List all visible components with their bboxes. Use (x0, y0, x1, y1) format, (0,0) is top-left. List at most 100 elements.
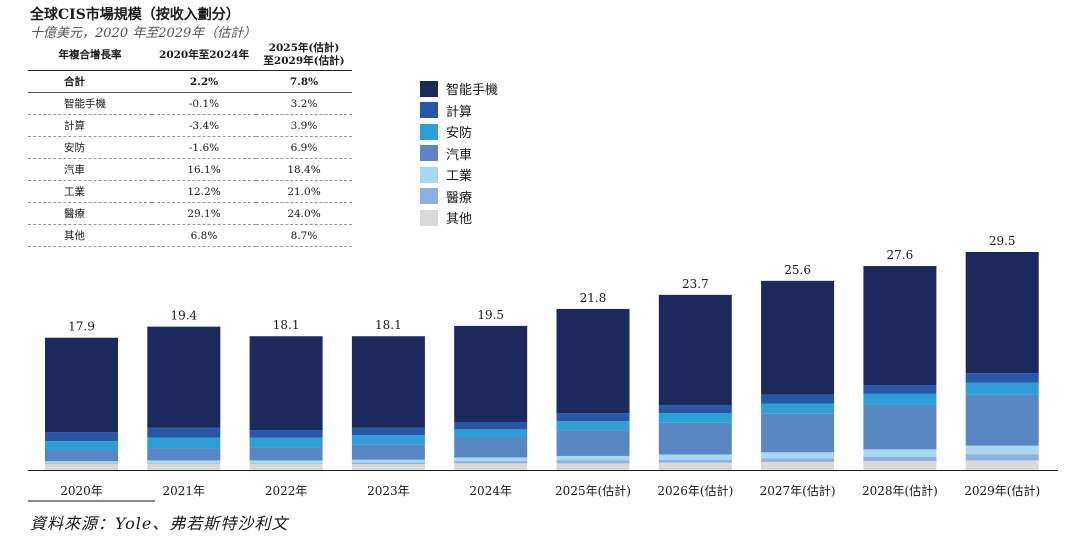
bar-segment-computing (761, 394, 835, 404)
cagr-row: 安防 -1.6% 6.9% (28, 136, 352, 159)
cagr-segment: 安防 (28, 136, 152, 159)
bar-segment-automotive (863, 404, 937, 450)
legend-label: 工業 (446, 169, 473, 185)
legend-label: 安防 (446, 126, 473, 142)
bar-segment-industrial (863, 449, 937, 457)
bar-segment-automotive (454, 437, 528, 458)
cagr-p1: 2.2% (152, 70, 256, 93)
bar-segment-medical (454, 461, 528, 464)
bar-segment-industrial (454, 457, 528, 462)
cagr-p1: -0.1% (152, 92, 256, 115)
legend-label: 計算 (446, 104, 473, 120)
bar-segment-other (556, 463, 630, 470)
bar-segment-smartphone (556, 308, 630, 414)
bar-segment-industrial (45, 461, 118, 464)
bar-total-label: 21.8 (580, 291, 607, 305)
x-tick-label: 2022年 (265, 484, 308, 498)
bar-segment-computing (965, 373, 1039, 383)
bar-segment-industrial (249, 460, 323, 464)
bar-segment-smartphone (761, 280, 835, 395)
cagr-row: 計算 -3.4% 3.9% (28, 114, 352, 137)
legend-label: 智能手機 (446, 83, 499, 99)
legend-item-medical: 醫療 (420, 186, 498, 208)
bar-segment-other (147, 464, 221, 470)
bar-segment-medical (45, 463, 118, 465)
x-tick-label: 2020年 (60, 484, 103, 498)
cagr-p1: -1.6% (152, 136, 256, 159)
cagr-p1: 6.8% (152, 224, 256, 247)
bar-segment-industrial (761, 452, 835, 459)
bar-total-label: 19.4 (170, 309, 197, 323)
x-tick-label: 2026年(估計) (657, 483, 733, 498)
bar-segment-security (45, 441, 118, 451)
bar-segment-security (863, 393, 937, 405)
bar-segment-computing (556, 413, 630, 422)
bar-segment-industrial (556, 455, 630, 461)
cagr-p2: 6.9% (256, 136, 352, 159)
bar-segment-medical (351, 462, 425, 465)
bar-segment-other (658, 462, 732, 470)
cagr-segment: 工業 (28, 180, 152, 203)
cagr-segment: 汽車 (28, 158, 152, 181)
bar-segment-automotive (761, 413, 835, 453)
bar-segment-smartphone (147, 326, 221, 428)
cagr-p2: 8.7% (256, 224, 352, 247)
bar-segment-computing (863, 385, 937, 394)
bar-segment-computing (249, 430, 323, 438)
bar-segment-other (454, 463, 528, 470)
cagr-table: 年複合增長率 2020年至2024年 2025年(估計) 至2029年(估計) … (28, 40, 352, 247)
x-tick-label: 2024年 (469, 484, 512, 498)
bar-segment-smartphone (45, 337, 118, 433)
cagr-p1: 16.1% (152, 158, 256, 181)
cagr-p1: 29.1% (152, 202, 256, 225)
cagr-header-period1: 2020年至2024年 (152, 40, 256, 71)
source-note: 資料來源：Yole、弗若斯特沙利文 (30, 514, 289, 533)
legend-item-security: 安防 (420, 121, 498, 143)
bar-segment-computing (351, 427, 425, 436)
bar-segment-other (863, 461, 937, 470)
legend-item-computing: 計算 (420, 100, 498, 122)
legend-label: 汽車 (446, 147, 473, 163)
chart-subtitle: 十億美元，2020 年至2029年（估計） (30, 26, 257, 41)
bar-segment-smartphone (965, 252, 1039, 374)
bar-segment-industrial (351, 459, 425, 463)
cagr-segment: 醫療 (28, 202, 152, 225)
bar-segment-medical (556, 460, 630, 464)
cagr-p2: 21.0% (256, 180, 352, 203)
cagr-segment: 智能手機 (28, 92, 152, 115)
bar-segment-security (658, 413, 732, 423)
bar-segment-computing (147, 427, 221, 438)
bar-segment-security (761, 403, 835, 414)
bar-segment-computing (658, 404, 732, 414)
legend-item-other: 其他 (420, 207, 498, 229)
bar-segment-automotive (658, 422, 732, 455)
bar-segment-other (351, 464, 425, 470)
chart-title: 全球CIS市場規模（按收入劃分） (30, 7, 240, 23)
cagr-row: 汽車 16.1% 18.4% (28, 158, 352, 181)
bar-segment-medical (147, 463, 221, 465)
x-tick-label: 2025年(估計) (555, 483, 631, 498)
bar-segment-other (761, 461, 835, 470)
x-tick-label: 2027年(估計) (760, 483, 836, 498)
bar-segment-medical (863, 456, 937, 462)
cagr-p1: 12.2% (152, 180, 256, 203)
cagr-p2: 3.9% (256, 114, 352, 137)
bar-total-label: 27.6 (887, 248, 914, 262)
bar-total-label: 25.6 (784, 263, 811, 277)
bar-segment-computing (454, 421, 528, 430)
legend-swatch-automotive (420, 145, 438, 162)
cagr-header-period2: 2025年(估計) 至2029年(估計) (256, 40, 352, 71)
bar-segment-smartphone (249, 336, 323, 431)
bar-total-label: 19.5 (477, 308, 504, 322)
bar-segment-medical (658, 459, 732, 463)
bar-segment-security (147, 437, 221, 449)
cagr-header-row: 年複合增長率 2020年至2024年 2025年(估計) 至2029年(估計) (28, 40, 352, 71)
cagr-row: 醫療 29.1% 24.0% (28, 202, 352, 225)
bar-segment-security (351, 435, 425, 445)
legend-swatch-smartphone (420, 80, 438, 97)
bar-segment-other (45, 464, 118, 470)
cagr-segment: 合計 (28, 70, 152, 93)
cagr-segment: 計算 (28, 114, 152, 137)
legend-swatch-other (420, 209, 438, 226)
